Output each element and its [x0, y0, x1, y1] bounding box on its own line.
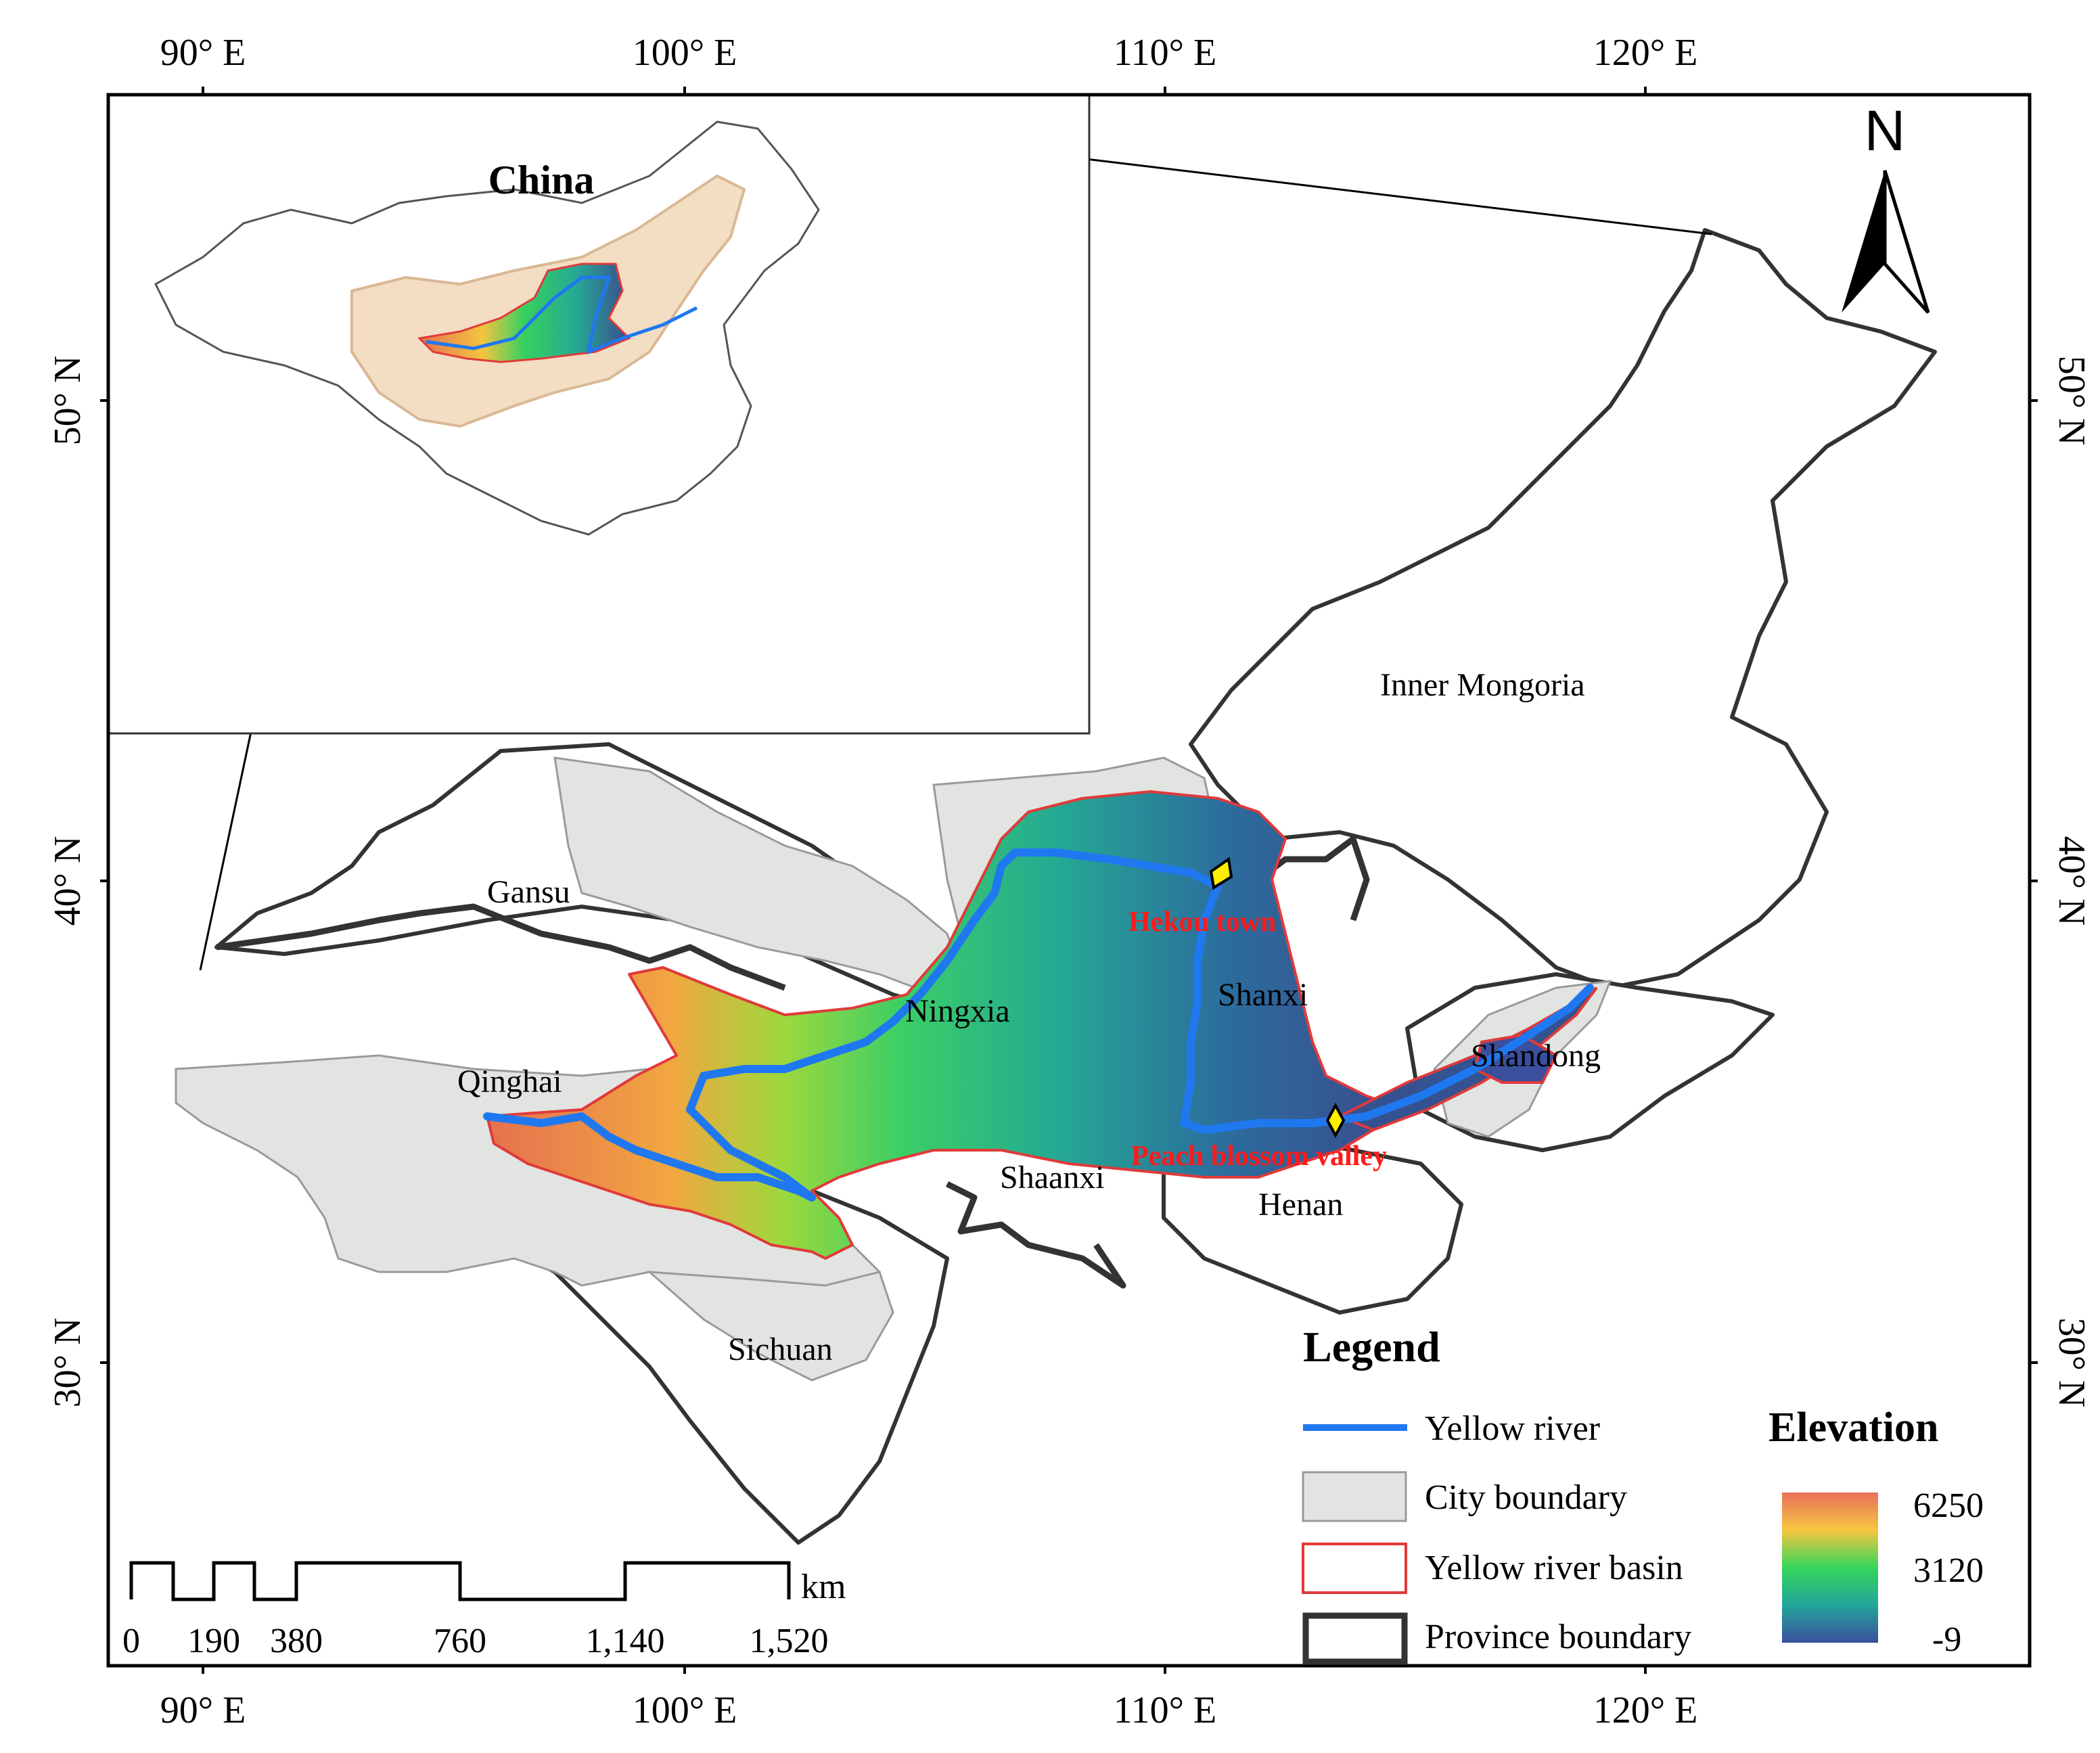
province-boundaries: [216, 836, 1370, 1289]
label-peach-blossom-valley: Peach blossom valley: [1131, 1141, 1387, 1172]
scale-tick-380: 380: [270, 1622, 323, 1660]
north-arrow-right-half: [1883, 170, 1930, 314]
lon-label-bottom-110: 110° E: [1114, 1689, 1217, 1731]
elevation-max: 6250: [1913, 1486, 1984, 1525]
north-arrow-label: N: [1865, 99, 1906, 162]
north-arrow-left-half: [1842, 170, 1885, 313]
scale-bar-unit: km: [801, 1568, 846, 1606]
lon-label-top-120: 120° E: [1593, 32, 1698, 74]
hekou-town-marker: [1209, 857, 1233, 890]
lat-label-right-50: 50° N: [2051, 356, 2093, 446]
lat-label-left-30: 30° N: [47, 1318, 89, 1408]
yellow-river-line: [483, 848, 1594, 1202]
lat-label-right-40: 40° N: [2051, 836, 2093, 926]
elevation-min: -9: [1932, 1620, 1961, 1659]
lon-label-top-110: 110° E: [1114, 32, 1217, 74]
scale-tick-190: 190: [187, 1622, 240, 1660]
peach-blossom-valley-marker: [1325, 1102, 1346, 1139]
inset-river: [426, 275, 698, 355]
lat-label-left-50: 50° N: [47, 356, 89, 446]
inset-elevation: [417, 263, 631, 363]
inner-mongolia-outline: [1189, 228, 1937, 990]
label-henan: Henan: [1258, 1187, 1343, 1223]
label-sichuan: Sichuan: [728, 1331, 833, 1367]
longitude-labels: 90° E 100° E 110° E 120° E 90° E 100° E …: [160, 32, 1698, 1731]
legend-basin-label: Yellow river basin: [1425, 1549, 1683, 1587]
elevation-title: Elevation: [1768, 1405, 1938, 1451]
lat-label-right-30: 30° N: [2051, 1318, 2093, 1408]
inset-title: China: [488, 158, 595, 202]
lon-label-bottom-120: 120° E: [1593, 1689, 1698, 1731]
place-labels: Inner Mongoria Gansu Ningxia Shanxi Qing…: [457, 667, 1601, 1367]
label-inner-mongolia: Inner Mongoria: [1380, 667, 1585, 703]
label-shandong: Shandong: [1471, 1038, 1601, 1074]
label-shanxi: Shanxi: [1218, 977, 1308, 1013]
legend-province-label: Province boundary: [1425, 1618, 1691, 1656]
graticule-ticks: [100, 87, 2038, 1674]
legend-basin-swatch: [1302, 1543, 1407, 1594]
legend-city-swatch: [1302, 1471, 1407, 1522]
scale-bar: km 0 190 380 760 1,140 1,520: [122, 1561, 846, 1660]
label-ningxia: Ningxia: [905, 993, 1010, 1029]
scale-tick-1140: 1,140: [586, 1622, 665, 1660]
site-labels: Hekou town Peach blossom valley: [1128, 907, 1387, 1172]
scale-bar-line: [129, 1561, 791, 1601]
elevation-ramp: [1782, 1493, 1878, 1643]
label-shaanxi: Shaanxi: [1000, 1160, 1105, 1196]
label-gansu: Gansu: [487, 874, 570, 910]
label-hekou-town: Hekou town: [1128, 907, 1276, 938]
scale-bar-ticks: 0 190 380 760 1,140 1,520: [122, 1622, 829, 1660]
map-body: [175, 115, 1937, 1545]
legend: Legend Yellow river City boundary Yellow…: [1302, 1323, 1984, 1665]
china-inset: China: [107, 93, 1091, 735]
lon-label-top-100: 100° E: [633, 32, 737, 74]
lat-label-left-40: 40° N: [47, 836, 89, 926]
lon-label-top-90: 90° E: [160, 32, 246, 74]
north-arrow: N: [1842, 99, 1930, 314]
legend-river-label: Yellow river: [1425, 1409, 1600, 1448]
sichuan-city-region: [646, 1271, 894, 1382]
elevation-mid: 3120: [1913, 1551, 1984, 1590]
gansu-city-region: [553, 756, 962, 996]
lon-label-bottom-90: 90° E: [160, 1689, 246, 1731]
scale-tick-760: 760: [434, 1622, 486, 1660]
legend-province-swatch: [1302, 1612, 1408, 1665]
label-qinghai: Qinghai: [457, 1064, 562, 1099]
latitude-labels: 50° N 40° N 30° N 50° N 40° N 30° N: [47, 356, 2093, 1408]
yellow-river-basin-lower: [1336, 986, 1598, 1132]
scale-tick-1520: 1,520: [750, 1622, 829, 1660]
scale-tick-0: 0: [122, 1622, 140, 1660]
legend-title: Legend: [1303, 1323, 1440, 1371]
lon-label-bottom-100: 100° E: [633, 1689, 737, 1731]
legend-city-label: City boundary: [1425, 1478, 1627, 1517]
